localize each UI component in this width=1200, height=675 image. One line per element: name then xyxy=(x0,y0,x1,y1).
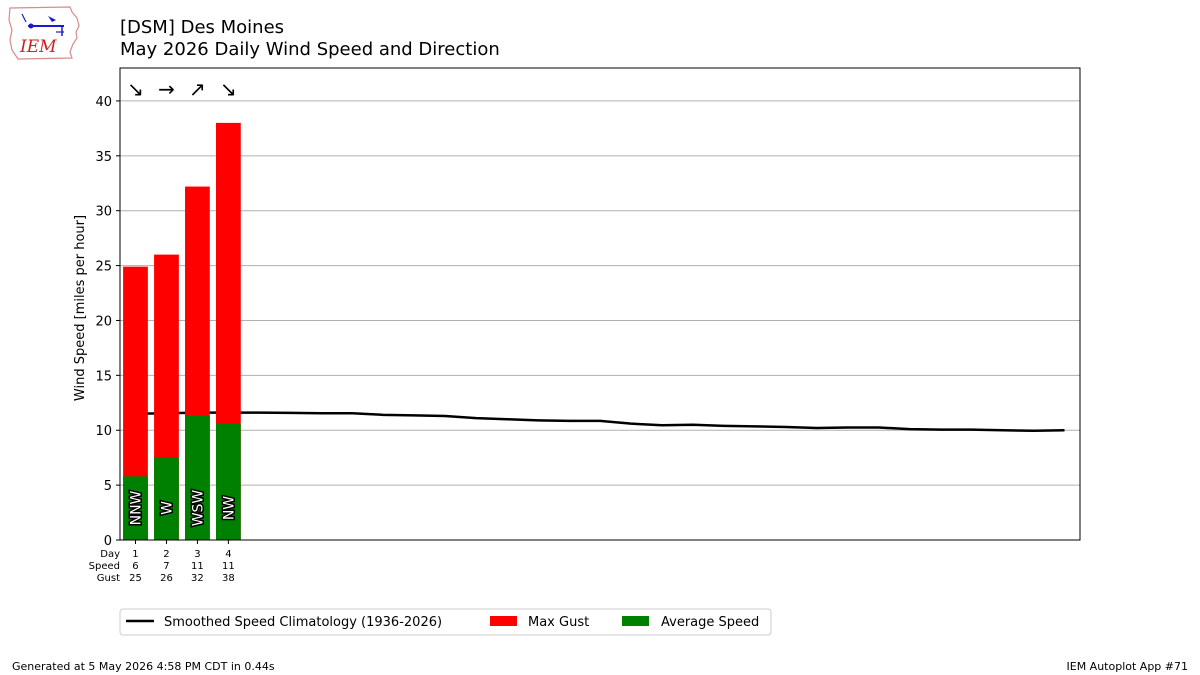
legend: Smoothed Speed Climatology (1936-2026) M… xyxy=(119,608,772,636)
wind-direction-arrow: ↗ xyxy=(189,77,206,101)
logo-text: IEM xyxy=(19,37,57,57)
y-tick-label: 30 xyxy=(95,205,112,220)
day-label: 1 xyxy=(132,549,138,560)
climatology-layer xyxy=(135,411,1065,433)
direction-label: W xyxy=(159,501,175,515)
average-speed-bar xyxy=(154,457,179,540)
gust-value: 38 xyxy=(222,573,235,584)
iem-logo: IEM xyxy=(6,4,86,62)
legend-gust-label: Max Gust xyxy=(528,615,589,630)
speed-value: 11 xyxy=(191,561,204,572)
day-label: 4 xyxy=(225,549,231,560)
direction-label: WSW xyxy=(190,490,206,527)
chart-title-station: [DSM] Des Moines xyxy=(120,17,285,38)
day-label: 3 xyxy=(194,549,200,560)
gust-value: 32 xyxy=(191,573,204,584)
direction-arrows-layer: ↘ → ↗ ↘ xyxy=(127,77,237,101)
speed-value: 7 xyxy=(163,561,169,572)
y-tick-label: 25 xyxy=(95,260,112,275)
direction-label: NW xyxy=(221,496,237,520)
y-tick-label: 15 xyxy=(95,369,112,384)
y-tick-label: 35 xyxy=(95,150,112,165)
average-speed-bar xyxy=(123,476,148,540)
table-row-label: Speed xyxy=(89,561,120,572)
y-tick-label: 5 xyxy=(104,479,112,494)
climatology-line xyxy=(135,411,1065,433)
y-tick-label: 20 xyxy=(95,314,112,329)
y-tick-label: 0 xyxy=(104,534,112,549)
speed-value: 11 xyxy=(222,561,235,572)
plot-frame xyxy=(119,67,1081,541)
legend-box xyxy=(119,608,772,636)
y-tick-label: 40 xyxy=(95,95,112,110)
direction-labels-layer: NNW W WSW NW xyxy=(127,488,239,528)
average-speed-bar xyxy=(216,423,241,540)
day-label: 2 xyxy=(163,549,169,560)
bars-layer xyxy=(123,122,241,541)
y-axis-ticks: 0 5 10 15 20 25 30 35 40 xyxy=(95,95,120,549)
y-tick-label: 10 xyxy=(95,424,112,439)
wind-direction-arrow: ↘ xyxy=(220,77,237,101)
speed-value: 6 xyxy=(132,561,138,572)
iowa-state-outline-icon: IEM xyxy=(8,6,80,60)
legend-gust-swatch xyxy=(490,616,517,626)
legend-average-swatch xyxy=(622,616,649,626)
chart-title-subtitle: May 2026 Daily Wind Speed and Direction xyxy=(120,39,500,60)
table-row-label: Day xyxy=(100,549,120,560)
autoplot-app-label: IEM Autoplot App #71 xyxy=(1066,660,1189,673)
legend-average-label: Average Speed xyxy=(661,615,759,630)
gust-value: 25 xyxy=(129,573,142,584)
y-axis-label: Wind Speed [miles per hour] xyxy=(73,215,88,401)
grid-lines xyxy=(120,100,1080,486)
legend-climatology-label: Smoothed Speed Climatology (1936-2026) xyxy=(164,615,442,630)
wind-direction-arrow: → xyxy=(158,77,175,101)
wind-direction-arrow: ↘ xyxy=(127,77,144,101)
table-row-label: Gust xyxy=(97,573,120,584)
average-speed-bar xyxy=(185,415,210,540)
direction-label: NNW xyxy=(128,490,144,525)
generated-timestamp: Generated at 5 May 2026 4:58 PM CDT in 0… xyxy=(12,660,275,673)
gust-value: 26 xyxy=(160,573,173,584)
